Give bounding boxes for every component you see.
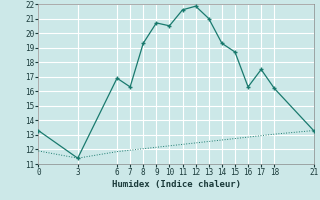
X-axis label: Humidex (Indice chaleur): Humidex (Indice chaleur)	[111, 180, 241, 189]
